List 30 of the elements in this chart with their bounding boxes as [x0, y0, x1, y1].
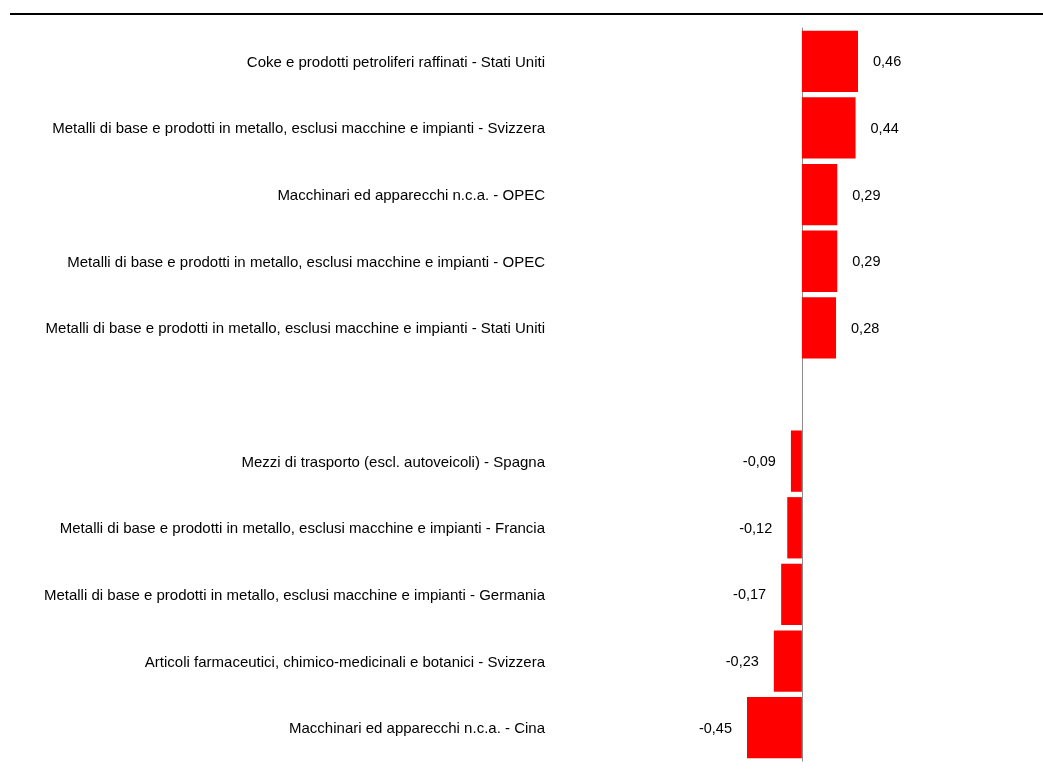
bar — [781, 563, 802, 626]
bar — [747, 697, 802, 759]
y-tick-label: Articoli farmaceutici, chimico-medicinali e botanici - Svizzera — [144, 652, 546, 670]
data-label: 0,29 — [852, 186, 881, 203]
y-tick-label: Metalli di base e prodotti in metallo, esclusi macchine e impianti - Svizzera — [52, 119, 546, 137]
data-label: -0,45 — [698, 719, 732, 736]
bar — [790, 430, 802, 492]
y-tick-label: Metalli di base e prodotti in metallo, esclusi macchine e impianti - Stati Uniti — [45, 319, 545, 337]
bar — [801, 30, 858, 92]
y-tick-label: Metalli di base e prodotti in metallo, esclusi macchine e impianti - Germania — [43, 585, 546, 603]
bar — [801, 97, 856, 159]
data-label: -0,09 — [742, 453, 776, 470]
data-label: -0,17 — [733, 586, 767, 603]
data-label: 0,29 — [852, 253, 881, 270]
y-tick-label: Macchinari ed apparecchi n.c.a. - Cina — [289, 719, 546, 737]
y-tick-label: Mezzi di trasporto (escl. autoveicoli) - Spagna — [241, 452, 546, 470]
data-label: 0,28 — [851, 319, 880, 336]
bar — [801, 163, 838, 226]
data-label: -0,23 — [725, 653, 759, 670]
data-label: 0,44 — [870, 119, 899, 136]
y-tick-label: Macchinari ed apparecchi n.c.a. - OPEC — [277, 186, 546, 204]
bar — [773, 630, 802, 692]
bar — [801, 297, 837, 359]
y-tick-label: Metalli di base e prodotti in metallo, esclusi macchine e impianti - Francia — [59, 519, 546, 537]
y-tick-label: Metalli di base e prodotti in metallo, esclusi macchine e impianti - OPEC — [67, 252, 546, 270]
y-tick-label: Coke e prodotti petroliferi raffinati - Stati Uniti — [246, 52, 545, 70]
bar — [787, 497, 802, 559]
data-label: -0,12 — [739, 519, 773, 536]
data-label: 0,46 — [873, 53, 902, 70]
bar — [801, 230, 838, 292]
